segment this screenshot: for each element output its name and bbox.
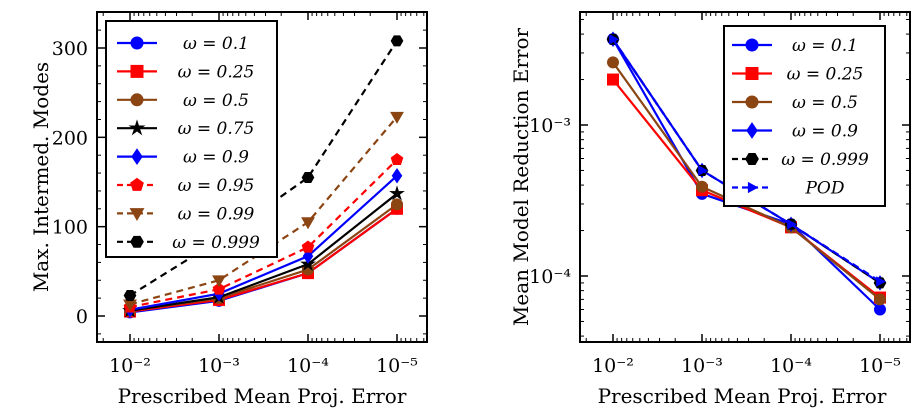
right-data-point	[874, 303, 886, 316]
right-legend-box	[723, 25, 886, 207]
left-data-point	[302, 248, 314, 264]
left-legend-label: ω = 0.5	[183, 91, 249, 111]
left-data-point	[391, 167, 403, 184]
left-y-tick-label: 100	[52, 217, 88, 239]
right-data-point	[609, 33, 620, 45]
left-series-line	[129, 192, 398, 312]
left-data-point	[212, 282, 226, 295]
left-legend-marker	[130, 36, 144, 50]
left-legend-label: ω = 0.9	[183, 148, 249, 168]
left-data-point	[301, 217, 315, 230]
left-y-tick-label: 200	[52, 127, 88, 149]
right-data-point	[787, 219, 798, 230]
right-y-tick-label: 10⁻³	[529, 115, 571, 137]
left-legend-marker	[130, 64, 144, 78]
right-x-tick-label: 10⁻³	[681, 355, 723, 377]
left-y-tick-label: 0	[76, 306, 88, 328]
right-x-axis-label: Prescribed Mean Proj. Error	[598, 384, 887, 408]
right-ticks: 10⁻² 10⁻³ 10⁻⁴ 10⁻⁵ 10⁻³ 10⁻⁴	[529, 12, 910, 377]
left-x-axis-label: Prescribed Mean Proj. Error	[118, 384, 407, 408]
right-x-tick-label: 10⁻²	[592, 355, 634, 377]
left-legend-marker	[130, 177, 144, 191]
left-legend-label: ω = 0.999	[172, 233, 260, 253]
left-data-point	[391, 198, 403, 211]
left-legend-label: ω = 0.95	[178, 176, 255, 196]
right-data-point	[874, 293, 886, 306]
left-data-point	[123, 289, 137, 301]
left-legend-marker	[128, 119, 146, 136]
right-legend-label: ω = 0.1	[792, 36, 858, 56]
right-legend-marker	[745, 95, 759, 109]
left-y-tick-label: 300	[52, 38, 88, 60]
right-legend-marker	[747, 181, 759, 194]
left-data-point	[301, 172, 315, 184]
right-legend-marker	[745, 38, 759, 52]
right-y-axis-label: Mean Model Reduction Error	[509, 27, 533, 326]
left-series-line	[129, 174, 398, 311]
left-plot-frame	[96, 11, 428, 343]
right-legend-label: ω = 0.9	[792, 122, 858, 142]
left-legend: ω = 0.1 ω = 0.25 ω = 0.5 ω = 0.75 ω = 0.9 ω =…	[105, 20, 278, 258]
left-legend-marker	[130, 93, 144, 107]
left-y-axis-label: Max. Intermed. Modes	[29, 62, 53, 292]
left-legend-label: ω = 0.1	[183, 34, 249, 54]
left-ticks: 10⁻² 10⁻³ 10⁻⁴ 10⁻⁵ 0 100 200 300	[52, 12, 427, 377]
right-x-tick-label: 10⁻⁴	[770, 355, 812, 377]
left-data-point	[390, 152, 404, 166]
left-x-tick-label: 10⁻⁴	[287, 355, 329, 377]
left-legend-marker	[131, 148, 143, 165]
right-series-line	[612, 61, 881, 301]
right-legend-marker	[746, 122, 758, 139]
right-data-point	[607, 56, 619, 69]
right-data-point	[607, 73, 619, 86]
right-legend-label: POD	[804, 179, 844, 199]
left-data-point	[390, 35, 404, 47]
left-data-point	[390, 111, 404, 124]
left-x-tick-label: 10⁻³	[198, 355, 240, 377]
right-legend-label: ω = 0.25	[787, 65, 864, 85]
left-legend-marker	[130, 235, 144, 248]
right-plot-frame	[579, 11, 911, 343]
right-x-tick-label: 10⁻⁵	[859, 355, 901, 377]
left-legend-marker	[129, 208, 145, 221]
left-legend-label: ω = 0.75	[178, 119, 255, 139]
right-chart: 10⁻² 10⁻³ 10⁻⁴ 10⁻⁵ 10⁻³ 10⁻⁴ ω = 0.1 ω = 0.25…	[509, 11, 911, 408]
right-data-point	[698, 165, 709, 176]
right-legend: ω = 0.1 ω = 0.25 ω = 0.5 ω = 0.9 ω = 0.999 PO…	[723, 25, 886, 207]
left-data-point	[212, 275, 226, 288]
right-data-point	[876, 276, 887, 287]
left-data-point	[389, 185, 405, 201]
left-x-tick-label: 10⁻²	[109, 355, 151, 377]
left-legend-label: ω = 0.25	[178, 62, 255, 82]
left-legend-box	[105, 20, 278, 258]
left-legend-label: ω = 0.99	[178, 204, 255, 224]
right-legend-label: ω = 0.5	[792, 93, 858, 113]
left-data-point	[301, 240, 315, 253]
right-legend-marker	[745, 153, 759, 165]
left-x-tick-label: 10⁻⁵	[376, 355, 418, 377]
right-legend-label: ω = 0.999	[781, 150, 869, 170]
right-data-point	[696, 180, 708, 193]
left-series-line	[129, 207, 398, 313]
right-y-tick-label: 10⁻⁴	[529, 266, 571, 288]
right-legend-marker	[745, 67, 759, 80]
